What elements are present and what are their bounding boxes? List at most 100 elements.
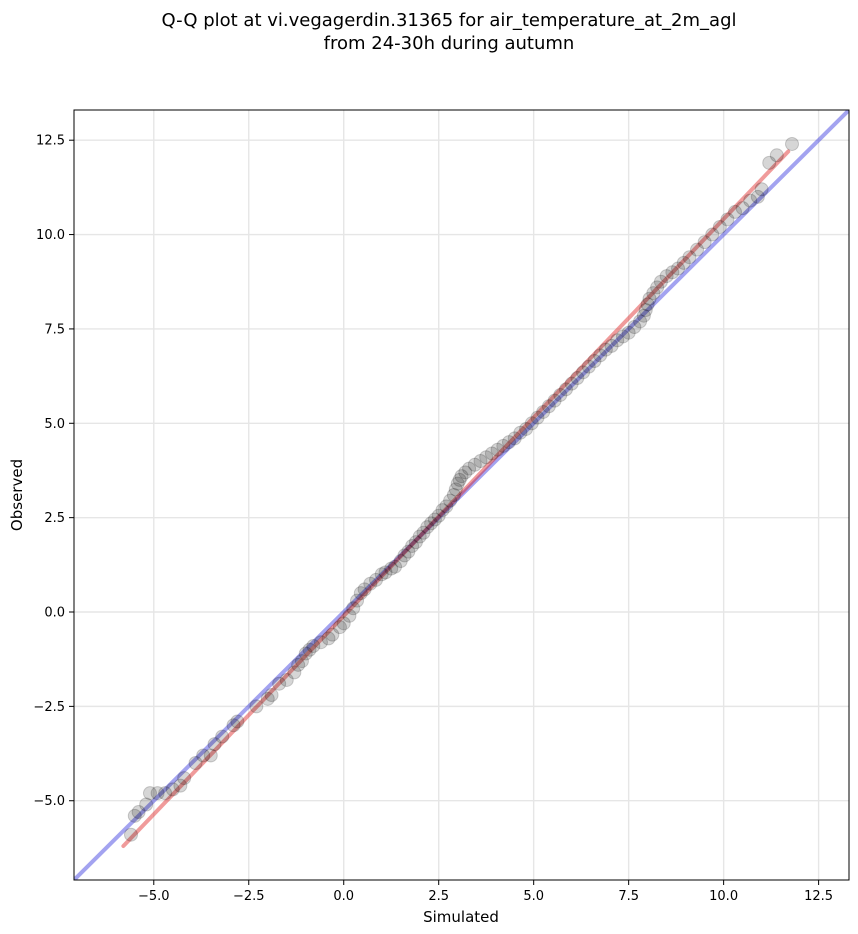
data-point (653, 274, 668, 289)
data-point (215, 729, 230, 744)
data-point (374, 567, 389, 582)
data-point (627, 320, 642, 335)
data-point (378, 565, 393, 580)
x-axis-label: Simulated (423, 908, 499, 926)
data-point (659, 269, 674, 284)
x-tick-label: 12.5 (804, 889, 833, 904)
data-point (570, 370, 585, 385)
data-point (604, 338, 619, 353)
data-point (346, 601, 361, 616)
data-point (473, 454, 488, 469)
data-point (158, 786, 173, 801)
x-tick-label: 10.0 (709, 889, 738, 904)
data-point (313, 635, 328, 650)
x-tick-label: −5.0 (138, 889, 170, 904)
data-point (728, 204, 743, 219)
data-point (272, 676, 287, 691)
data-point (530, 410, 545, 425)
data-point (412, 529, 427, 544)
data-point (638, 303, 653, 318)
data-point (325, 627, 340, 642)
data-point (127, 808, 142, 823)
data-point (615, 329, 630, 344)
data-point (448, 482, 463, 497)
y-axis-ticks: −5.0 −2.5 0.0 2.5 5.0 7.5 10.0 12.5 (33, 134, 74, 809)
data-point (610, 333, 625, 348)
data-point (226, 718, 241, 733)
data-point (576, 365, 591, 380)
data-point (424, 516, 439, 531)
data-point (431, 508, 446, 523)
data-point (564, 376, 579, 391)
data-point (165, 782, 180, 797)
data-point (230, 714, 245, 729)
data-point (173, 778, 188, 793)
data-point (754, 182, 769, 197)
data-point (353, 586, 368, 601)
data-point (336, 616, 351, 631)
y-axis-label: Observed (8, 459, 26, 531)
data-point (519, 421, 534, 436)
data-point (443, 493, 458, 508)
data-point (671, 261, 686, 276)
data-point (177, 771, 192, 786)
data-point (131, 805, 146, 820)
data-point (203, 748, 218, 763)
data-point (697, 235, 712, 250)
data-point (397, 548, 412, 563)
y-tick-label: −2.5 (33, 700, 65, 715)
data-point (490, 442, 505, 457)
data-point (401, 544, 416, 559)
data-point (369, 572, 384, 587)
x-tick-label: 0.0 (333, 889, 354, 904)
data-point (439, 499, 454, 514)
data-point (408, 535, 423, 550)
data-point (196, 748, 211, 763)
data-point (598, 342, 613, 357)
data-point (142, 786, 157, 801)
y-tick-label: 10.0 (36, 228, 65, 243)
data-point (507, 431, 522, 446)
data-point (547, 393, 562, 408)
data-point (536, 404, 551, 419)
y-tick-label: 2.5 (44, 511, 65, 526)
data-point (302, 642, 317, 657)
chart-title-line-1: Q-Q plot at vi.vegagerdin.31365 for air_… (162, 10, 737, 31)
data-point (750, 189, 765, 204)
identity-line (74, 110, 849, 880)
data-point (762, 155, 777, 170)
data-point (427, 512, 442, 527)
data-point (633, 314, 648, 329)
data-point (123, 827, 138, 842)
data-point (363, 576, 378, 591)
data-point (558, 382, 573, 397)
data-point (150, 786, 165, 801)
data-point (553, 387, 568, 402)
x-axis-ticks: −5.0 −2.5 0.0 2.5 5.0 7.5 10.0 12.5 (138, 880, 833, 904)
data-point (650, 280, 665, 295)
data-point (676, 255, 691, 270)
data-point (435, 503, 450, 518)
data-point (769, 148, 784, 163)
data-point (188, 755, 203, 770)
data-points (123, 136, 800, 842)
data-point (587, 354, 602, 369)
data-point (291, 657, 306, 672)
data-point (646, 286, 661, 301)
data-point (640, 297, 655, 312)
data-point (690, 242, 705, 257)
data-point (249, 699, 264, 714)
data-point (642, 291, 657, 306)
data-point (393, 554, 408, 569)
data-point (264, 688, 279, 703)
data-point (513, 425, 528, 440)
data-point (735, 201, 750, 216)
chart-title: Q-Q plot at vi.vegagerdin.31365 for air_… (162, 10, 737, 54)
data-point (705, 227, 720, 242)
data-point (524, 416, 539, 431)
data-point (720, 212, 735, 227)
y-tick-label: 7.5 (44, 322, 65, 337)
data-point (636, 308, 651, 323)
data-point (452, 472, 467, 487)
